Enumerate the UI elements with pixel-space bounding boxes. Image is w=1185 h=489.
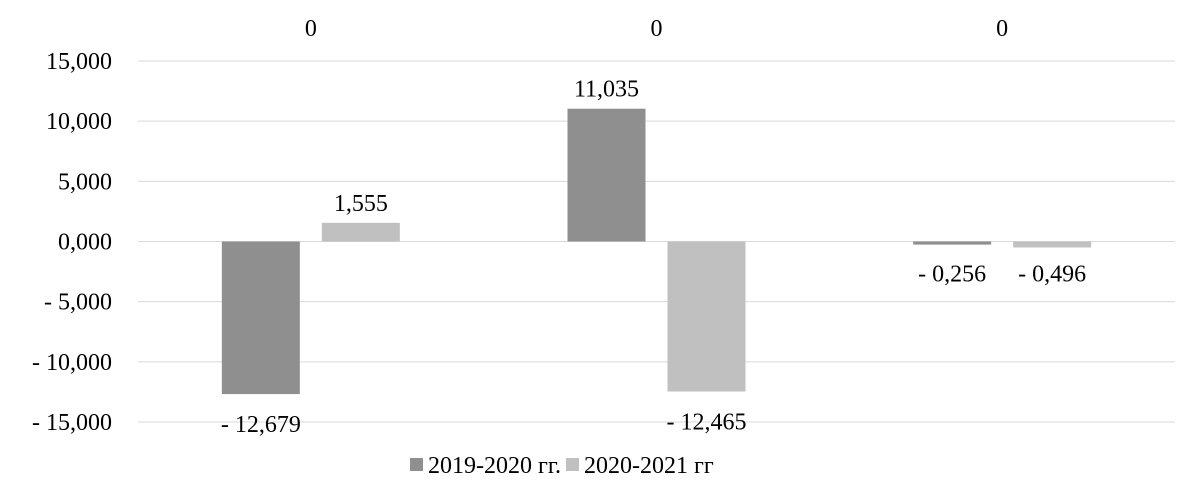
category-label: 0 — [305, 16, 317, 42]
category-label: 0 — [996, 16, 1008, 42]
legend-label: 2019-2020 гг. — [428, 453, 561, 479]
legend: 2019-2020 гг. 2020-2021 гг — [410, 453, 714, 479]
data-label: - 12,679 — [221, 412, 301, 438]
data-label: 1,555 — [334, 191, 388, 217]
data-label: - 12,465 — [667, 409, 747, 435]
y-tick-label: - 15,000 — [32, 410, 112, 436]
data-label: - 0,496 — [1018, 262, 1086, 288]
bar-series-1 — [221, 241, 300, 395]
category-label: 0 — [651, 16, 663, 42]
legend-swatch — [410, 458, 423, 471]
legend-swatch — [566, 458, 579, 471]
bar-series-1 — [913, 241, 992, 245]
bar-series-1 — [567, 108, 646, 242]
bars — [221, 108, 1092, 395]
bar-series-2 — [667, 241, 746, 392]
y-axis: 15,000 10,000 5,000 0,000 - 5,000 - 10,000 - 1… — [32, 49, 112, 436]
y-tick-label: - 5,000 — [44, 290, 112, 316]
y-tick-label: 0,000 — [58, 230, 112, 256]
y-tick-label: 10,000 — [46, 109, 112, 135]
y-tick-label: 15,000 — [46, 49, 112, 75]
data-label: 11,035 — [574, 77, 639, 103]
category-axis: 0 0 0 — [305, 16, 1008, 42]
y-tick-label: - 10,000 — [32, 350, 112, 376]
y-tick-label: 5,000 — [58, 169, 112, 195]
data-label: - 0,256 — [918, 262, 986, 288]
gridlines — [138, 60, 1175, 423]
legend-label: 2020-2021 гг — [584, 453, 714, 479]
bar-series-2 — [1013, 241, 1092, 248]
bar-series-2 — [321, 222, 400, 242]
data-labels: - 12,679 11,035 - 0,256 1,555 - 12,465 - 0,49… — [221, 77, 1086, 438]
